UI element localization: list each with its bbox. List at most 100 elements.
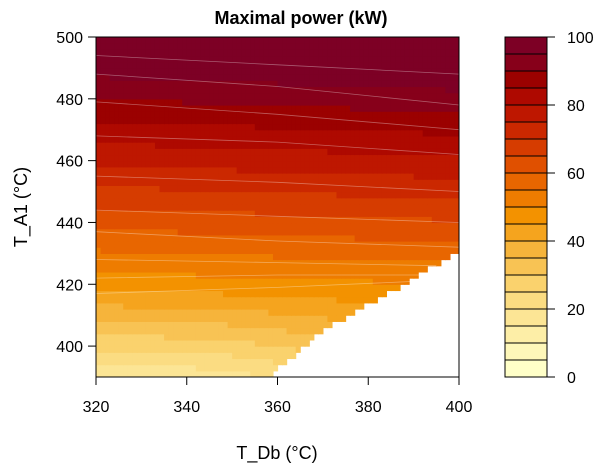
contour-cell [118, 234, 124, 242]
contour-cell [404, 37, 410, 44]
contour-cell [445, 86, 451, 94]
contour-cell [304, 37, 310, 44]
contour-cell [277, 309, 283, 316]
contour-cell [136, 271, 142, 279]
contour-cell [300, 203, 306, 211]
contour-cell [300, 86, 306, 94]
contour-cell [427, 43, 433, 50]
contour-cell [223, 296, 229, 304]
contour-cell [354, 117, 360, 125]
contour-cell [150, 278, 156, 285]
contour-cell [395, 265, 401, 273]
contour-cell [345, 49, 351, 57]
contour-cell [254, 197, 260, 205]
contour-cell [109, 135, 115, 143]
contour-cell [159, 117, 165, 125]
contour-cell [250, 105, 256, 112]
contour-cell [272, 179, 279, 186]
contour-cell [241, 265, 247, 273]
contour-cell [300, 271, 306, 279]
contour-cell [427, 179, 433, 186]
contour-cell [223, 210, 229, 217]
contour-cell [150, 111, 156, 118]
contour-cell [272, 216, 279, 224]
contour-cell [313, 302, 319, 310]
contour-cell [191, 185, 197, 193]
contour-cell [164, 364, 170, 372]
contour-cell [400, 247, 406, 254]
contour-cell [272, 55, 279, 63]
contour-cell [259, 247, 265, 254]
contour-cell [136, 265, 142, 273]
contour-cell [309, 216, 315, 224]
contour-cell [254, 259, 260, 267]
contour-cell [263, 185, 270, 193]
contour-cell [241, 370, 247, 377]
contour-cell [291, 166, 297, 174]
contour-cell [118, 173, 124, 180]
contour-cell [291, 92, 297, 100]
contour-cell [132, 166, 138, 174]
contour-cell [118, 117, 124, 125]
contour-cell [96, 105, 102, 112]
contour-cell [150, 92, 156, 100]
contour-cell [259, 117, 265, 125]
contour-cell [150, 105, 156, 112]
contour-cell [418, 123, 424, 131]
contour-cell [272, 154, 279, 162]
contour-cell [154, 302, 161, 310]
contour-cell [195, 129, 201, 137]
contour-cell [209, 284, 215, 292]
contour-cell [254, 216, 260, 224]
contour-cell [191, 364, 197, 372]
contour-cell [372, 259, 378, 267]
contour-cell [431, 74, 437, 81]
contour-cell [445, 203, 451, 211]
contour-cell [213, 37, 220, 44]
contour-cell [341, 98, 347, 106]
contour-cell [195, 148, 201, 156]
contour-cell [204, 284, 211, 292]
contour-cell [209, 49, 215, 57]
contour-cell [204, 185, 211, 193]
contour-cell [127, 309, 133, 316]
contour-cell [168, 142, 174, 149]
contour-cell [200, 241, 206, 248]
contour-cell [350, 259, 356, 267]
contour-cell [341, 265, 347, 273]
contour-cell [204, 55, 211, 63]
contour-cell [368, 67, 374, 75]
contour-cell [164, 49, 170, 57]
contour-cell [141, 327, 147, 335]
contour-cell [191, 154, 197, 162]
contour-cell [118, 129, 124, 137]
contour-cell [164, 247, 170, 254]
contour-cell [268, 80, 274, 88]
contour-cell [300, 290, 306, 298]
contour-cell [291, 191, 297, 199]
contour-cell [422, 154, 428, 162]
contour-cell [123, 352, 129, 360]
contour-cell [100, 234, 106, 242]
contour-cell [177, 247, 183, 254]
contour-cell [318, 296, 324, 304]
contour-cell [400, 234, 406, 242]
contour-cell [177, 203, 183, 211]
contour-cell [409, 86, 415, 94]
contour-cell [105, 271, 111, 279]
contour-cell [182, 61, 188, 69]
contour-cell [254, 37, 260, 44]
contour-cell [218, 67, 224, 75]
contour-cell [136, 370, 142, 377]
contour-cell [241, 284, 247, 292]
contour-cell [100, 74, 106, 81]
contour-cell [245, 216, 251, 224]
contour-cell [132, 61, 138, 69]
contour-cell [354, 86, 360, 94]
contour-cell [400, 166, 406, 174]
contour-cell [154, 61, 161, 69]
contour-cell [418, 129, 424, 137]
contour-cell [372, 173, 378, 180]
contour-cell [449, 154, 456, 162]
contour-cell [127, 98, 133, 106]
